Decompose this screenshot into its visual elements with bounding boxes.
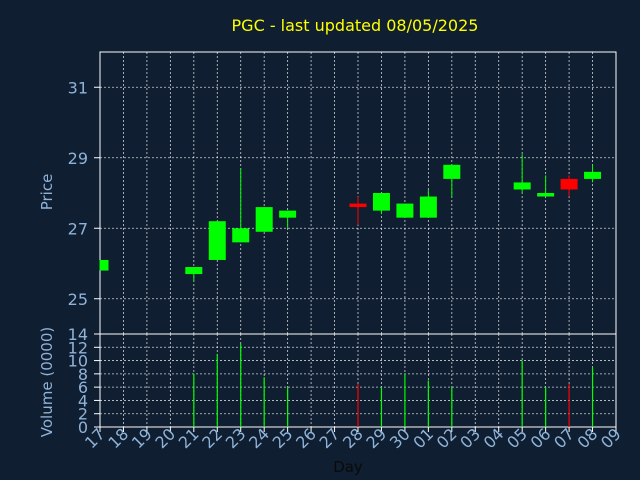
price-tick-label: 31 xyxy=(68,78,88,97)
candle-17 xyxy=(99,259,109,271)
candle-24 xyxy=(255,207,273,232)
candle-25 xyxy=(279,210,297,229)
candle-body xyxy=(372,193,390,211)
price-panel: 31 29 27 25 xyxy=(68,51,617,335)
price-tick-label: 27 xyxy=(68,219,88,238)
candle-body xyxy=(100,259,109,271)
x-tick-labels: 1718192021222324252627282930010203040506… xyxy=(81,424,625,452)
candle-08 xyxy=(584,164,602,183)
candle-06 xyxy=(537,175,555,197)
price-tick-label: 29 xyxy=(68,149,88,168)
candle-body xyxy=(255,207,273,232)
candle-28 xyxy=(349,196,367,225)
candle-22 xyxy=(208,221,226,260)
candle-body xyxy=(584,171,602,179)
candle-body xyxy=(208,221,226,260)
volume-tick-label: 6 xyxy=(78,378,88,397)
candle-body xyxy=(185,267,203,275)
volume-tick-label: 12 xyxy=(68,338,88,357)
candle-23 xyxy=(232,168,250,243)
volume-tick-label: 14 xyxy=(68,325,88,344)
candle-body xyxy=(537,193,555,197)
volume-tick-label: 8 xyxy=(78,365,88,384)
candle-30 xyxy=(396,203,414,218)
candle-21 xyxy=(185,267,203,282)
candle-02 xyxy=(443,164,461,197)
candle-body xyxy=(349,203,367,208)
price-axis-label: Price xyxy=(38,174,56,211)
candle-29 xyxy=(372,193,390,215)
candle-body xyxy=(419,196,437,218)
candle-body xyxy=(513,182,531,190)
volume-tick-label: 10 xyxy=(68,352,88,371)
candle-body xyxy=(279,210,297,218)
volume-tick-label: 0 xyxy=(78,418,88,437)
candle-07 xyxy=(560,175,578,197)
volume-axis-label: Volume (0000) xyxy=(38,327,56,437)
chart-title: PGC - last updated 08/05/2025 xyxy=(232,16,479,35)
x-axis-label: Day xyxy=(333,458,363,476)
candle-05 xyxy=(513,154,531,193)
candle-body xyxy=(396,203,414,218)
price-tick-label: 25 xyxy=(68,290,88,309)
volume-tick-label: 4 xyxy=(78,391,88,410)
candle-body xyxy=(232,228,250,243)
candle-01 xyxy=(419,189,437,218)
volume-tick-label: 2 xyxy=(78,405,88,424)
candle-body xyxy=(560,178,578,190)
x-tick-label-09: 09 xyxy=(597,424,625,452)
candle-body xyxy=(443,164,461,179)
